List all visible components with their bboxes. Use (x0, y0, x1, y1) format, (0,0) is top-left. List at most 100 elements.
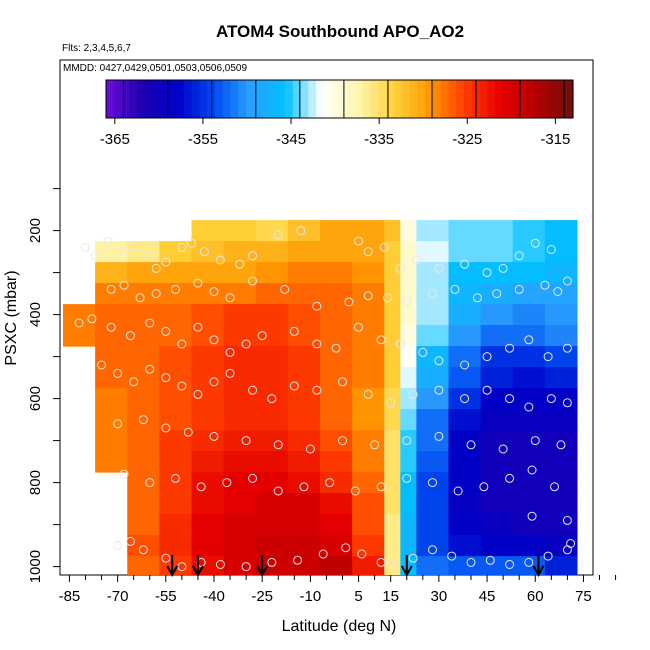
heatmap-cell (384, 430, 401, 452)
sample-point (379, 242, 389, 252)
heatmap-cell (320, 493, 353, 515)
sample-point (119, 280, 129, 290)
heatmap-cell (191, 556, 225, 575)
heatmap-cell (127, 556, 160, 575)
colorbar-segment (144, 80, 154, 118)
sample-point (408, 553, 418, 563)
heatmap-cell (223, 262, 257, 284)
sample-point (248, 473, 258, 483)
heatmap-cell (480, 220, 514, 242)
colorbar-segment (160, 80, 169, 118)
heatmap-cell (352, 514, 385, 536)
heatmap-cell (287, 346, 321, 368)
x-tick-label: -70 (107, 588, 129, 605)
sample-point (113, 368, 123, 378)
sample-point (312, 339, 322, 349)
heatmap-cell (191, 451, 225, 473)
heatmap-cell (159, 241, 193, 263)
heatmap-cell (544, 220, 578, 242)
colorbar-segment (285, 80, 294, 118)
heatmap-cell (191, 241, 225, 263)
heatmap-cell (223, 220, 257, 242)
colorbar-segment (277, 80, 286, 118)
heatmap-cell (416, 304, 450, 326)
heatmap-cell (95, 451, 128, 473)
colorbar-segment (269, 80, 278, 118)
sample-point (485, 555, 495, 565)
heatmap-cell (512, 535, 546, 557)
colorbar-segment (246, 80, 255, 118)
heatmap-cell (127, 241, 160, 263)
heatmap-cell (159, 304, 193, 326)
sample-point (341, 543, 351, 553)
heatmap-cell (400, 472, 417, 494)
sample-point (505, 473, 515, 483)
heatmap-cell (480, 451, 514, 473)
sample-point (125, 331, 135, 341)
heatmap-cell (448, 472, 482, 494)
sample-point (543, 551, 553, 561)
heatmap-cell (480, 325, 514, 347)
sample-point (479, 482, 489, 492)
colorbar-segment (510, 80, 520, 118)
colorbar-tick-label: -325 (452, 131, 482, 148)
sample-point (161, 373, 171, 383)
sample-point (225, 368, 235, 378)
colorbar-segment (355, 80, 364, 118)
heatmap-cell (191, 535, 225, 557)
heatmap-cell (416, 388, 450, 410)
heatmap-cell (416, 325, 450, 347)
sample-point (183, 427, 193, 437)
colorbar-segment (464, 80, 473, 118)
heatmap-cell (127, 451, 160, 473)
heatmap-cell (191, 262, 225, 284)
sample-point (524, 402, 534, 412)
y-tick-label: 600 (27, 386, 44, 411)
heatmap-cell (512, 304, 546, 326)
y-axis-label: PSXC (mbar) (3, 270, 20, 365)
heatmap-cell (255, 451, 289, 473)
sample-point (273, 486, 283, 496)
heatmap-cell (95, 325, 128, 347)
heatmap-cell (95, 388, 128, 410)
sample-point (87, 314, 97, 324)
heatmap-cell (416, 409, 450, 431)
sample-point (389, 560, 399, 569)
heatmap-cell (384, 367, 401, 389)
sample-point (106, 322, 116, 332)
x-tick-label: -40 (203, 588, 225, 605)
heatmap-cell (159, 514, 193, 536)
heatmap-cell (127, 409, 160, 431)
heatmap-cell (416, 451, 450, 473)
heatmap-cell (400, 493, 417, 515)
heatmap-cell (448, 451, 482, 473)
heatmap-cell (223, 283, 257, 305)
heatmap-cell (287, 367, 321, 389)
sample-point (354, 322, 364, 332)
sample-point (354, 236, 364, 246)
heatmap-cell (287, 409, 321, 431)
sampling-arrow (166, 555, 179, 578)
sample-point (402, 436, 412, 446)
sample-point (460, 394, 470, 404)
colorbar-segment (417, 80, 426, 118)
heatmap-cell (480, 556, 514, 575)
heatmap-cell (400, 430, 417, 452)
heatmap-cell (320, 346, 353, 368)
sample-point (241, 436, 251, 446)
colorbar-frame (105, 79, 574, 119)
heatmap-cell (480, 388, 514, 410)
x-axis: -85 -70 -55 -40 -25 -10 5 15 30 45 60 75 (59, 575, 617, 605)
sample-point (161, 257, 171, 267)
heatmap-cell (480, 493, 514, 515)
sample-point (527, 511, 537, 521)
heatmap-cell (223, 388, 257, 410)
y-tick-label: 400 (27, 302, 44, 327)
sample-point (170, 473, 180, 483)
sample-point (411, 255, 421, 265)
colorbar-segment (230, 80, 239, 118)
heatmap-cell (512, 493, 546, 515)
colorbar-segment (168, 80, 177, 118)
colorbar-segment (238, 80, 247, 118)
x-tick-label: 30 (431, 588, 448, 605)
